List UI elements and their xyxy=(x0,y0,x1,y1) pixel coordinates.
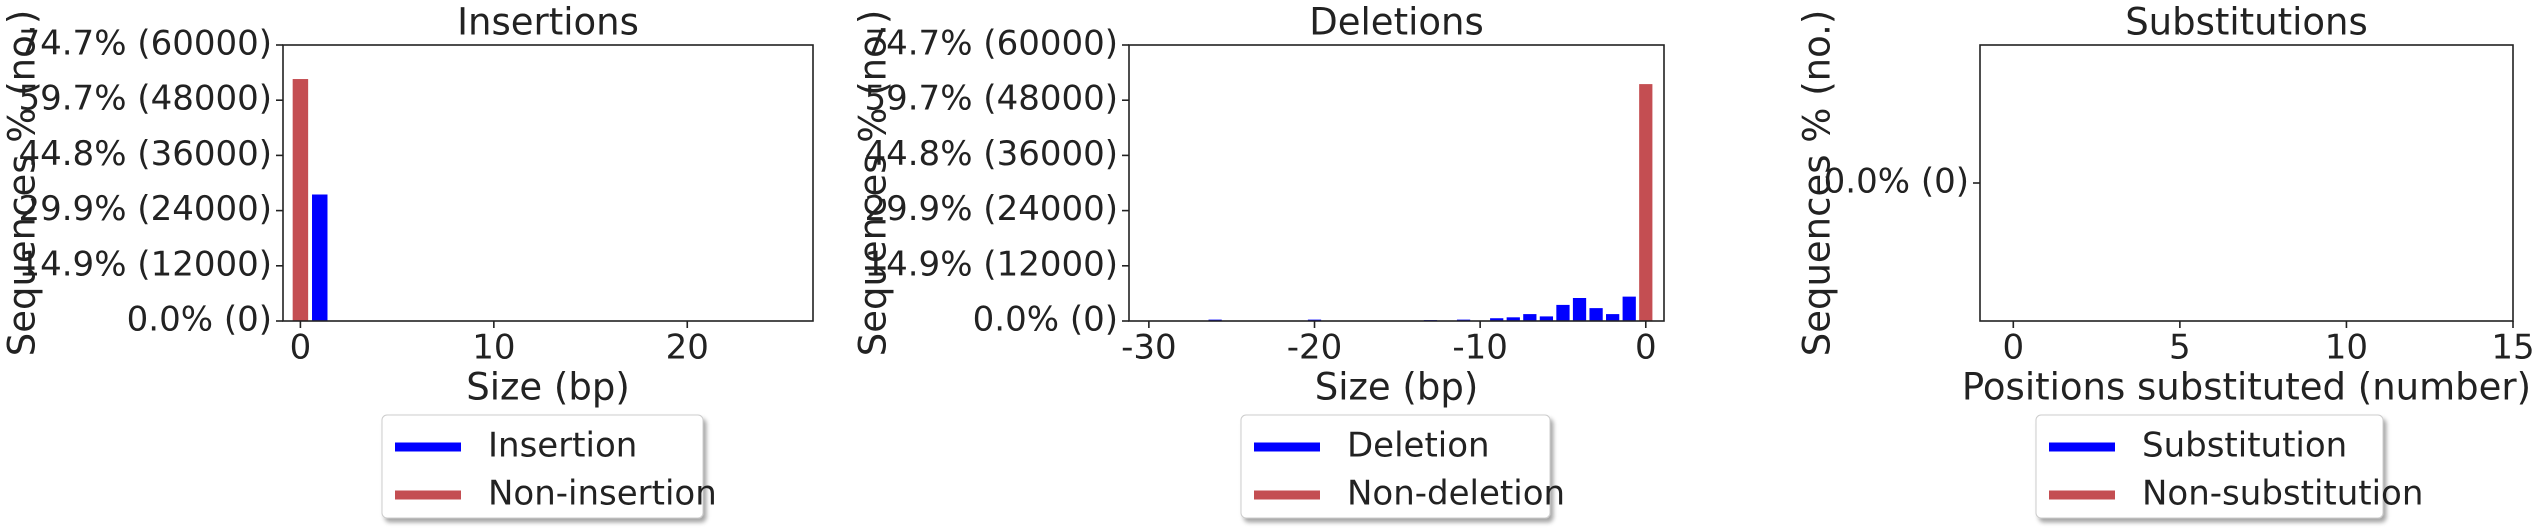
bar xyxy=(1622,296,1636,321)
legend-label: Non-insertion xyxy=(488,474,717,514)
y-tick-label: 29.9% (24000) xyxy=(864,189,1118,229)
chart-title: Substitutions xyxy=(2125,1,2368,44)
bar xyxy=(1506,317,1520,321)
legend-box xyxy=(381,414,704,519)
legend-label: Deletion xyxy=(1347,426,1490,466)
bar xyxy=(1490,318,1504,321)
bar xyxy=(312,194,328,321)
panel: Insertions Sequences % (no.) Size (bp) 0.0%… xyxy=(1,1,814,519)
bar xyxy=(1606,314,1620,321)
y-tick-label: 59.7% (48000) xyxy=(864,79,1118,119)
legend-label: Insertion xyxy=(488,426,637,466)
plot-frame xyxy=(282,44,814,322)
y-tick-label: 74.7% (60000) xyxy=(18,24,272,64)
x-tick-label: 20 xyxy=(666,328,709,368)
x-axis-label: Positions substituted (number) xyxy=(1962,366,2531,409)
legend-box xyxy=(2035,414,2384,519)
x-tick-label: 5 xyxy=(2169,328,2191,368)
y-tick-label: 29.9% (24000) xyxy=(18,189,272,229)
bar xyxy=(1589,308,1603,321)
x-axis-label: Size (bp) xyxy=(1315,366,1479,409)
x-tick-label: 0 xyxy=(290,328,312,368)
panel: Substitutions Sequences % (no.) Positions … xyxy=(1796,1,2535,519)
y-tick-label: 44.8% (36000) xyxy=(864,134,1118,174)
x-tick-label: 10 xyxy=(2325,328,2368,368)
legend-label: Substitution xyxy=(2142,426,2347,466)
bar xyxy=(1556,304,1570,321)
bar xyxy=(1639,84,1653,321)
y-tick-label: 59.7% (48000) xyxy=(18,79,272,119)
y-axis-label: Sequences % (no.) xyxy=(852,10,895,357)
legend: Insertion Non-insertion xyxy=(381,414,717,519)
bar xyxy=(292,79,309,321)
y-tick-label: 14.9% (12000) xyxy=(864,244,1118,284)
legend-label: Non-substitution xyxy=(2142,474,2423,514)
y-tick-label: 44.8% (36000) xyxy=(18,134,272,174)
bar xyxy=(1523,314,1537,321)
panel: Deletions Sequences % (no.) Size (bp) 0.0% … xyxy=(852,1,1665,519)
chart-title: Insertions xyxy=(457,1,639,44)
y-axis-label: Sequences % (no.) xyxy=(1796,10,1839,357)
x-tick-label: -30 xyxy=(1121,328,1177,368)
x-tick-label: -20 xyxy=(1287,328,1343,368)
plot-frame xyxy=(1128,44,1665,322)
y-axis-label: Sequences % (no.) xyxy=(1,10,44,357)
x-tick-label: -10 xyxy=(1452,328,1508,368)
y-tick-label: 0.0% (0) xyxy=(973,300,1118,340)
y-tick-label: 0.0% (0) xyxy=(127,300,272,340)
bar xyxy=(1572,298,1587,321)
legend: Deletion Non-deletion xyxy=(1240,414,1565,519)
x-tick-label: 0 xyxy=(2002,328,2024,368)
y-tick-label: 0.0% (0) xyxy=(1824,162,1969,202)
plot-frame xyxy=(1979,44,2514,322)
y-tick-label: 14.9% (12000) xyxy=(18,244,272,284)
x-tick-label: 15 xyxy=(2491,328,2534,368)
x-axis-label: Size (bp) xyxy=(466,366,630,409)
chart-title: Deletions xyxy=(1309,1,1483,44)
legend: Substitution Non-substitution xyxy=(2035,414,2423,519)
y-tick-label: 74.7% (60000) xyxy=(864,24,1118,64)
legend-label: Non-deletion xyxy=(1347,474,1565,514)
x-tick-label: 10 xyxy=(472,328,515,368)
bar xyxy=(1539,316,1554,321)
x-tick-label: 0 xyxy=(1635,328,1657,368)
